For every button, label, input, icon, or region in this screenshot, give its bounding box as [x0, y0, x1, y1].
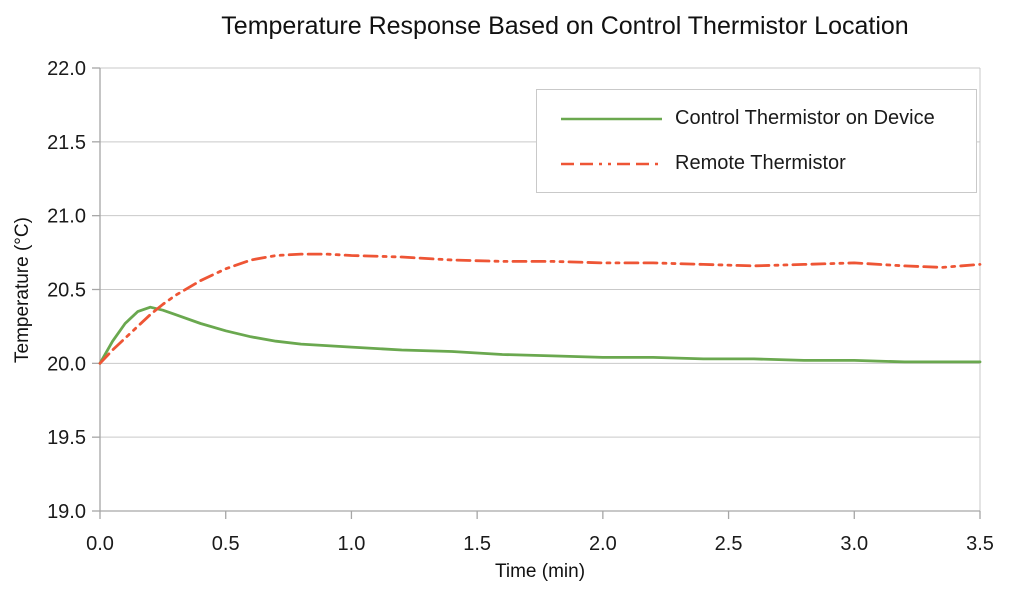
legend-item-remote-thermistor: Remote Thermistor	[537, 141, 976, 186]
y-tick-label: 21.5	[47, 132, 86, 154]
y-tick-label: 20.0	[47, 353, 86, 375]
x-tick-label: 3.5	[966, 533, 994, 555]
legend-label-control-thermistor: Control Thermistor on Device	[675, 107, 935, 129]
y-tick-label: 19.0	[47, 501, 86, 523]
y-tick-label: 22.0	[47, 58, 86, 80]
x-axis-title: Time (min)	[494, 561, 586, 582]
x-tick-label: 0.5	[212, 533, 240, 555]
legend-line-sample-remote-icon	[561, 162, 662, 165]
x-tick-label: 1.5	[463, 533, 491, 555]
x-tick-label: 1.0	[338, 533, 366, 555]
legend-label-remote-thermistor: Remote Thermistor	[675, 152, 846, 174]
legend-line-sample-control-icon	[561, 117, 662, 120]
legend: Control Thermistor on Device Remote Ther…	[536, 89, 977, 193]
y-tick-labels: 19.0 19.5 20.0 20.5 21.0 21.5 22.0	[47, 58, 86, 523]
y-tick-label: 19.5	[47, 427, 86, 449]
x-tick-labels: 0.0 0.5 1.0 1.5 2.0 2.5 3.0 3.5	[86, 533, 994, 555]
x-tick-label: 2.5	[715, 533, 743, 555]
series-lines	[98, 252, 982, 365]
series-line-remote-thermistor	[98, 252, 982, 365]
chart-title: Temperature Response Based on Control Th…	[221, 12, 909, 40]
x-tick-label: 2.0	[589, 533, 617, 555]
legend-item-control-thermistor: Control Thermistor on Device	[537, 96, 976, 141]
y-tick-label: 21.0	[47, 206, 86, 228]
x-tick-label: 0.0	[86, 533, 114, 555]
y-tick-label: 20.5	[47, 280, 86, 302]
x-tick-label: 3.0	[840, 533, 868, 555]
series-line-control-thermistor-on-device	[98, 305, 982, 365]
